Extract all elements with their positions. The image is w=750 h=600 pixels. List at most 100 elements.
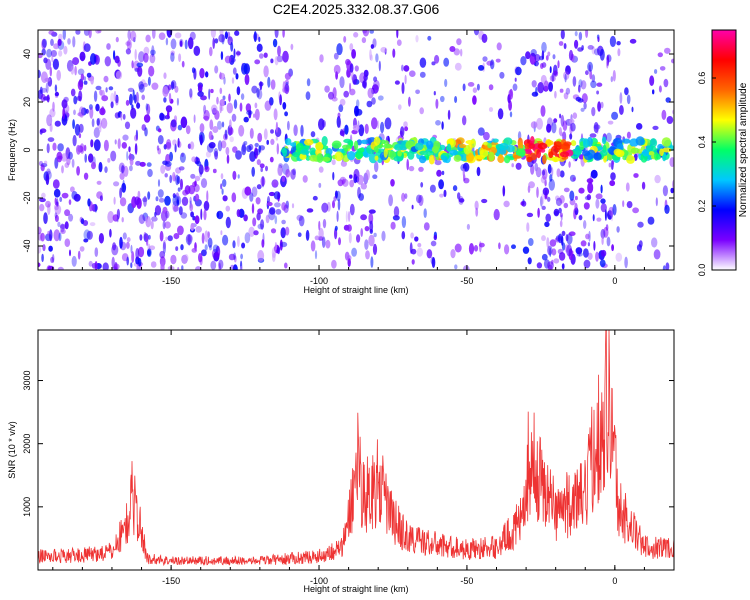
heatmap-cell	[184, 39, 188, 50]
heatmap-cell	[251, 166, 255, 177]
heatmap-cell	[45, 58, 52, 70]
heatmap-cell	[54, 204, 62, 215]
heatmap-cell	[495, 58, 501, 63]
heatmap-cell	[214, 150, 219, 160]
heatmap-cell	[141, 94, 145, 101]
heatmap-cell	[345, 58, 351, 66]
heatmap-cell	[351, 49, 356, 59]
heatmap-cell	[409, 242, 413, 254]
heatmap-cell	[596, 90, 599, 95]
heatmap-cell	[246, 110, 253, 116]
heatmap-cell	[129, 93, 133, 106]
heatmap-cell	[367, 87, 374, 99]
heatmap-cell	[563, 202, 569, 209]
heatmap-cell	[206, 143, 214, 153]
heatmap-cell	[170, 254, 177, 265]
heatmap-cell	[116, 208, 120, 220]
heatmap-cell	[154, 205, 162, 216]
heatmap-cell	[98, 161, 103, 173]
heatmap-cell	[383, 148, 388, 158]
heatmap-cell	[601, 136, 607, 145]
heatmap-cell	[531, 91, 539, 97]
heatmap-cell	[177, 225, 184, 236]
heatmap-cell	[217, 120, 222, 130]
heatmap-cell	[173, 205, 179, 212]
heatmap-cell	[337, 180, 342, 185]
heatmap-cell	[564, 73, 567, 83]
heatmap-cell	[663, 78, 669, 88]
heatmap-cell	[497, 108, 504, 120]
heatmap-cell	[325, 239, 331, 249]
heatmap-cell	[255, 197, 261, 205]
heatmap-cell	[151, 82, 159, 90]
heatmap-cell	[38, 226, 42, 235]
heatmap-cell	[169, 174, 173, 184]
heatmap-cell	[369, 220, 374, 233]
heatmap-cell	[54, 91, 60, 97]
spectrogram-heatmap	[38, 30, 674, 270]
heatmap-cell	[159, 250, 166, 259]
y-tick-label: 40	[22, 49, 32, 59]
heatmap-cell	[158, 32, 166, 40]
x-tick-label: -150	[162, 576, 180, 586]
heatmap-cell	[345, 210, 348, 223]
heatmap-cell	[419, 107, 425, 115]
heatmap-cell	[107, 158, 111, 163]
heatmap-cell	[346, 224, 352, 232]
heatmap-cell	[254, 142, 259, 148]
heatmap-cell	[419, 155, 427, 164]
heatmap-cell	[162, 240, 166, 250]
heatmap-cell	[404, 193, 408, 200]
heatmap-cell	[479, 242, 485, 248]
heatmap-cell	[200, 208, 203, 220]
heatmap-cell	[565, 87, 571, 95]
heatmap-cell	[300, 124, 304, 137]
heatmap-cell	[346, 68, 351, 78]
heatmap-cell	[131, 251, 135, 263]
heatmap-cell	[555, 197, 563, 207]
heatmap-cell	[468, 243, 475, 255]
heatmap-cell	[443, 189, 447, 198]
heatmap-cell	[110, 92, 115, 104]
heatmap-cell	[349, 63, 354, 73]
heatmap-cell	[252, 217, 257, 227]
heatmap-cell	[143, 195, 147, 207]
heatmap-cell	[115, 70, 123, 80]
heatmap-cell	[440, 95, 445, 103]
heatmap-cell	[361, 37, 367, 44]
heatmap-cell	[303, 139, 314, 146]
heatmap-cell	[343, 90, 350, 98]
heatmap-cell	[636, 123, 643, 130]
heatmap-cell	[426, 140, 434, 150]
heatmap-cell	[204, 230, 209, 243]
heatmap-cell	[200, 178, 208, 189]
heatmap-cell	[626, 201, 633, 209]
heatmap-cell	[593, 122, 599, 134]
heatmap-cell	[224, 31, 228, 40]
heatmap-cell	[559, 195, 565, 204]
heatmap-cell	[488, 151, 495, 162]
heatmap-cell	[595, 193, 603, 200]
heatmap-cell	[39, 203, 45, 212]
heatmap-cell	[475, 207, 479, 217]
heatmap-cell	[551, 167, 554, 177]
heatmap-cell	[568, 49, 574, 61]
heatmap-cell	[526, 222, 530, 233]
heatmap-cell	[474, 200, 479, 211]
figure-title: C2E4.2025.332.08.37.G06	[273, 1, 440, 17]
heatmap-cell	[278, 163, 283, 169]
heatmap-cell	[73, 109, 76, 116]
heatmap-cell	[148, 234, 151, 240]
heatmap-cell	[174, 32, 182, 39]
colorbar-tick-label: 0.2	[697, 200, 707, 213]
heatmap-cell	[582, 138, 589, 149]
heatmap-cell	[121, 142, 128, 149]
heatmap-cell	[321, 202, 329, 213]
heatmap-cell	[281, 202, 287, 211]
heatmap-cell	[328, 91, 334, 100]
heatmap-cell	[103, 139, 109, 152]
heatmap-cell	[540, 148, 546, 153]
heatmap-cell	[336, 43, 343, 56]
heatmap-cell	[547, 261, 554, 270]
heatmap-cell	[460, 163, 467, 172]
